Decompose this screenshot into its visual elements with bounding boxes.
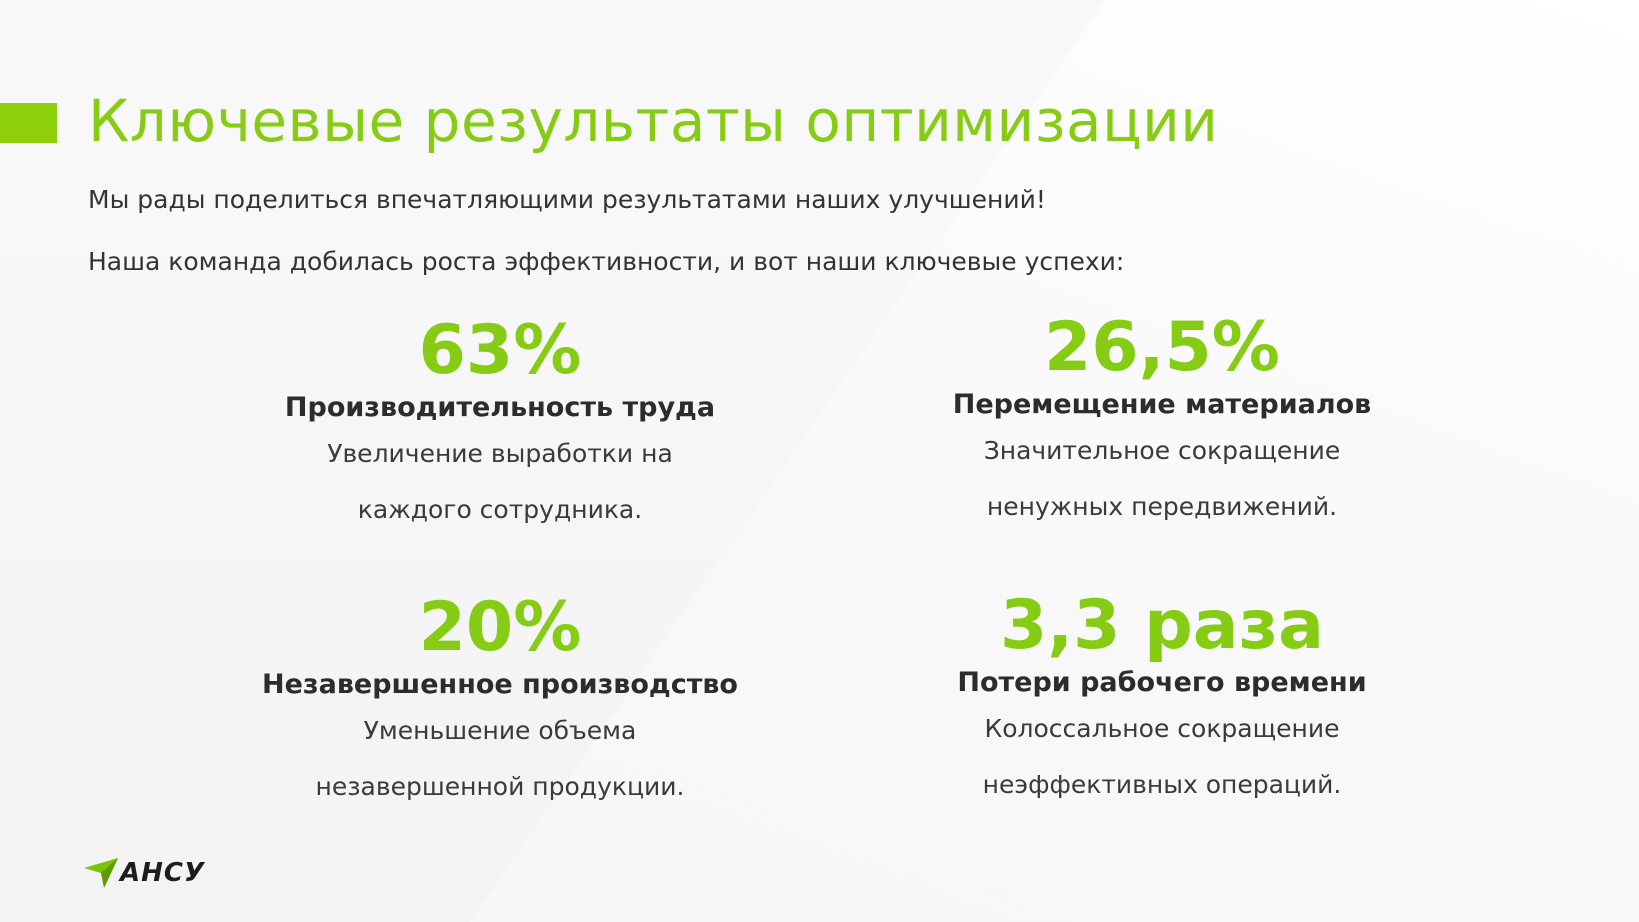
metric-description-line-1: Увеличение выработки на xyxy=(327,439,673,468)
company-logo: АНСУ xyxy=(84,855,205,891)
metric-value: 20% xyxy=(418,588,582,667)
intro-text-2: Наша команда добилась роста эффективност… xyxy=(88,247,1125,276)
metric-description-line-2: незавершенной продукции. xyxy=(315,772,685,801)
title-accent-bar xyxy=(0,103,57,143)
metric-card-working-time-losses: 3,3 раза Потери рабочего времени Колосса… xyxy=(852,587,1472,813)
metric-description-line-2: ненужных передвижений. xyxy=(986,492,1338,521)
metric-label: Незавершенное производство xyxy=(262,669,738,700)
metric-label: Потери рабочего времени xyxy=(957,667,1367,698)
metric-label: Производительность труда xyxy=(284,392,716,423)
metric-card-material-movement: 26,5% Перемещение материалов Значительно… xyxy=(852,309,1472,535)
metric-description-line-1: Значительное сокращение xyxy=(983,436,1341,465)
logo-text: АНСУ xyxy=(120,858,206,888)
metric-value: 3,3 раза xyxy=(999,586,1325,665)
intro-text-1: Мы рады поделиться впечатляющими результ… xyxy=(88,185,1046,214)
metric-description-line-1: Уменьшение объема xyxy=(363,716,637,745)
metric-description-line-1: Колоссальное сокращение xyxy=(984,714,1340,743)
metric-description-line-2: каждого сотрудника. xyxy=(357,495,643,524)
metric-card-work-in-progress: 20% Незавершенное производство Уменьшени… xyxy=(190,589,810,815)
metric-value: 63% xyxy=(418,311,582,390)
metric-label: Перемещение материалов xyxy=(952,389,1372,420)
metric-card-labor-productivity: 63% Производительность труда Увеличение … xyxy=(190,312,810,538)
metric-description-line-2: неэффективных операций. xyxy=(982,770,1342,799)
arrow-logo-icon xyxy=(84,858,118,888)
metric-value: 26,5% xyxy=(1044,308,1280,387)
slide-title: Ключевые результаты оптимизации xyxy=(88,87,1219,155)
